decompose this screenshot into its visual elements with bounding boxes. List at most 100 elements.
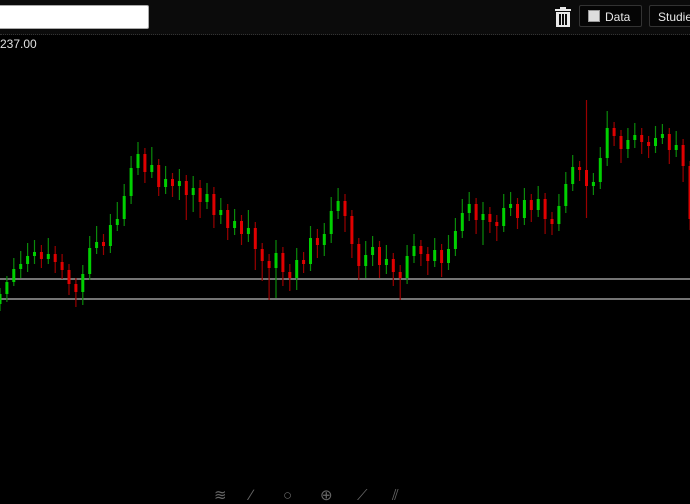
candle-up [95,242,98,248]
data-label: Data [605,10,630,24]
candle-down [357,244,360,266]
candle-down [281,253,284,272]
current-price-label: 237.00 [0,37,37,51]
candle-up [19,264,22,269]
candle-down [613,128,616,136]
candle-up [654,138,657,146]
candle-up [454,231,457,249]
candle-down [40,252,43,259]
candle-up [337,201,340,211]
candle-down [426,254,429,261]
candle-down [682,145,685,166]
candle-down [68,270,71,284]
candle-up [109,225,112,246]
candle-up [206,194,209,202]
candle-down [530,200,533,210]
candle-up [461,213,464,231]
candle-down [392,259,395,272]
candle-up [482,214,485,220]
line-icon[interactable]: ⟋ [357,488,368,504]
candle-down [551,219,554,224]
candle-up [537,199,540,210]
candle-up [406,256,409,278]
trash-icon[interactable] [554,7,572,27]
candle-down [302,260,305,264]
candle-up [571,167,574,184]
candle-down [212,194,215,215]
candle-up [88,248,91,274]
candle-up [275,253,278,268]
candle-down [261,249,264,261]
candle-down [585,170,588,186]
candle-up [323,234,326,245]
candle-up [0,294,2,304]
candle-up [295,260,298,278]
candle-up [130,168,133,196]
multi-line-icon[interactable]: ⫽ [392,488,399,504]
toolbar: Data Studies [0,0,690,35]
candle-down [647,142,650,146]
candle-down [516,204,519,218]
pencil-icon[interactable]: ∕ [250,488,253,504]
data-button[interactable]: Data [579,5,642,27]
candle-up [675,145,678,150]
candle-down [171,179,174,186]
candle-down [378,247,381,265]
candle-down [185,181,188,195]
candle-up [12,269,15,282]
candle-down [288,272,291,278]
candle-up [606,128,609,158]
candle-down [143,154,146,172]
candle-up [509,204,512,208]
candle-down [419,246,422,254]
candle-down [157,165,160,187]
candle-up [599,158,602,182]
candle-up [26,256,29,264]
candle-up [433,250,436,261]
candle-up [592,182,595,186]
candle-up [137,154,140,168]
candle-down [350,216,353,244]
candle-up [247,228,250,234]
candle-down [640,135,643,142]
studies-label: Studies [658,10,690,24]
candle-up [5,282,8,294]
candle-up [219,210,222,215]
candle-up [502,208,505,226]
studies-button[interactable]: Studies [649,5,690,27]
candle-down [199,188,202,202]
crosshair-icon[interactable]: ⊕ [320,488,333,504]
candle-down [344,201,347,216]
candle-down [61,262,64,270]
candle-up [557,206,560,224]
candle-up [661,134,664,138]
candle-up [385,259,388,265]
candle-up [116,219,119,225]
candle-down [268,261,271,268]
candle-up [81,274,84,292]
candle-down [240,221,243,234]
candle-down [440,250,443,263]
candle-down [578,167,581,170]
candle-up [47,254,50,259]
candle-up [523,200,526,218]
candle-down [544,199,547,219]
candle-up [150,165,153,172]
candle-down [475,204,478,220]
data-checkbox[interactable] [588,10,600,22]
candle-up [468,204,471,213]
candle-up [564,184,567,206]
candle-up [447,249,450,263]
candle-up [626,140,629,149]
draw-icon[interactable]: ≋ [214,488,227,504]
candle-up [633,135,636,140]
drawing-toolbar: ≋ ∕ ○ ⊕ ⟋ ⫽ [0,488,690,500]
candle-up [413,246,416,256]
candle-up [164,179,167,187]
symbol-input[interactable] [0,5,149,29]
candle-up [364,255,367,266]
circle-icon[interactable]: ○ [283,488,292,504]
candle-up [33,252,36,256]
candle-up [371,247,374,255]
